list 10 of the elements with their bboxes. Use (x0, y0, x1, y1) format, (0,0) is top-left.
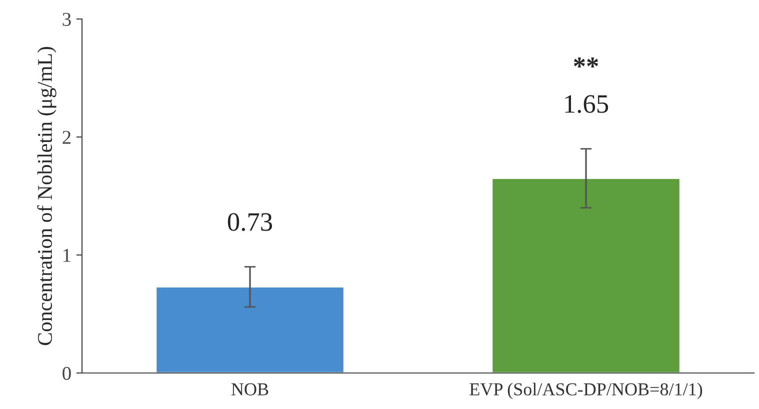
x-tick-label: NOB (231, 383, 268, 396)
y-tick-label: 0 (62, 366, 71, 380)
data-label: 0.73 (228, 213, 272, 231)
annotation: ** (574, 57, 598, 68)
y-tick-label: 2 (62, 130, 71, 144)
x-tick-label: EVP (Sol/ASC-DP/NOB=8/1/1) (470, 382, 702, 400)
y-axis-title: Concentration of Nobiletin (μg/mL) (37, 46, 56, 346)
y-tick-label: 1 (64, 248, 70, 262)
data-label: 1.65 (565, 95, 608, 113)
y-tick-label: 3 (62, 12, 71, 26)
